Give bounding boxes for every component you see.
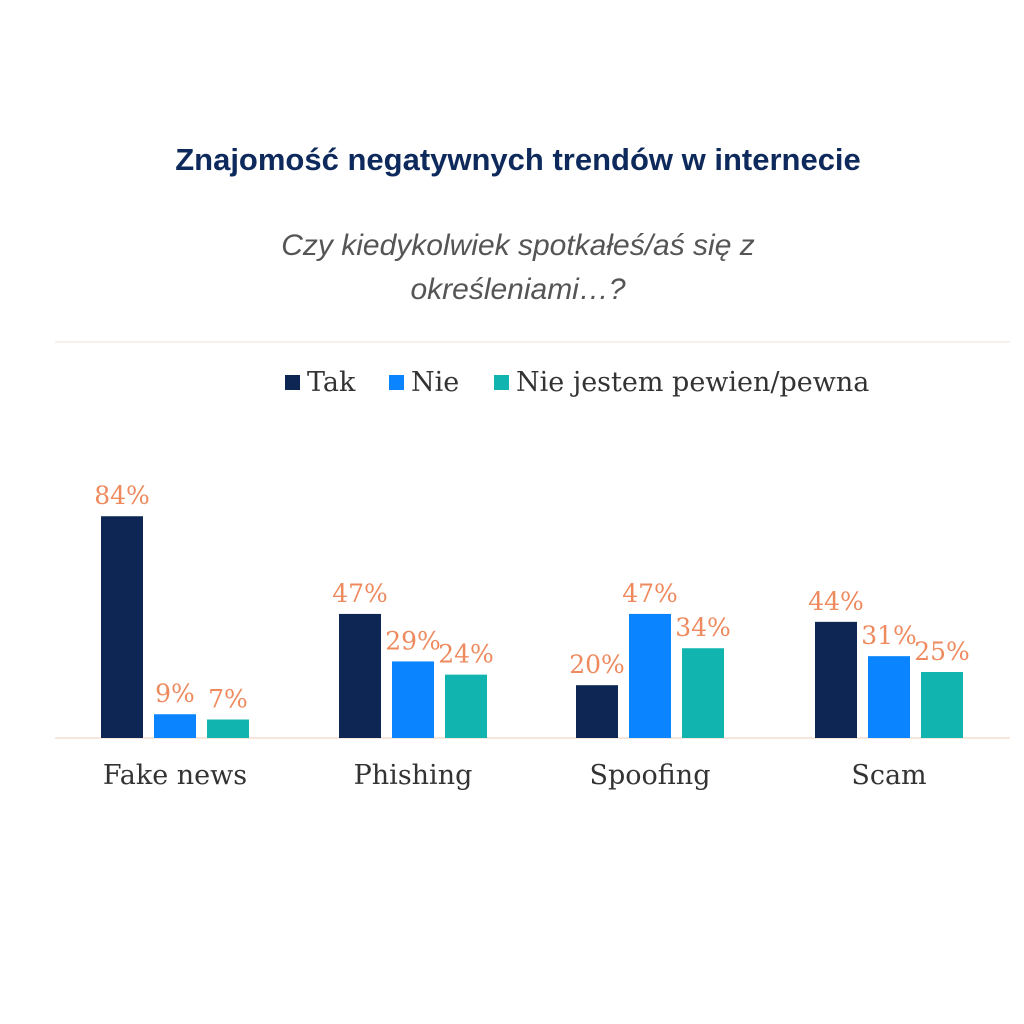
value-label-phishing-nie: 29% xyxy=(385,626,441,655)
bar-fake-news-nie-jestem-pewien-pewna xyxy=(207,719,249,738)
legend-label-nie: Nie xyxy=(411,367,459,398)
value-label-spoofing-nie-jestem-pewien-pewna: 34% xyxy=(675,613,731,642)
bar-phishing-nie xyxy=(392,661,434,738)
bar-fake-news-nie xyxy=(154,714,196,738)
value-label-scam-nie: 31% xyxy=(861,621,917,650)
bar-scam-nie xyxy=(868,656,910,738)
legend-swatch-tak xyxy=(285,375,300,390)
category-label-phishing: Phishing xyxy=(354,760,473,791)
subtitle-line-2: określeniami…? xyxy=(410,273,626,306)
category-labels-group: Fake news Phishing Spoofing Scam xyxy=(103,760,927,791)
value-label-scam-tak: 44% xyxy=(808,587,864,616)
legend-swatch-nie-jestem-pewien-pewna xyxy=(494,375,509,390)
value-label-spoofing-tak: 20% xyxy=(569,650,625,679)
legend-swatch-nie xyxy=(389,375,404,390)
category-label-spoofing: Spoofing xyxy=(590,760,711,791)
value-label-phishing-nie-jestem-pewien-pewna: 24% xyxy=(438,640,494,669)
bar-phishing-tak xyxy=(339,613,381,738)
category-label-fake-news: Fake news xyxy=(103,760,247,791)
bar-phishing-nie-jestem-pewien-pewna xyxy=(445,674,487,738)
bar-spoofing-nie xyxy=(629,613,671,738)
bar-spoofing-nie-jestem-pewien-pewna xyxy=(682,648,724,738)
value-labels-group: 84% 9% 7% 47% 29%24% 20% 47% 34% 44% 31%25% xyxy=(94,481,970,713)
legend-label-tak: Tak xyxy=(307,367,356,398)
bar-scam-tak xyxy=(815,621,857,738)
legend: Tak Nie Nie jestem pewien/pewna xyxy=(285,367,869,398)
bar-spoofing-tak xyxy=(576,685,618,738)
value-label-spoofing-nie: 47% xyxy=(622,579,678,608)
bar-scam-nie-jestem-pewien-pewna xyxy=(921,672,963,738)
chart-subtitle: Czy kiedykolwiek spotkałeś/aś się z okre… xyxy=(0,224,1024,312)
legend-label-nie-jestem-pewien-pewna: Nie jestem pewien/pewna xyxy=(516,367,869,398)
value-label-scam-nie-jestem-pewien-pewna: 25% xyxy=(914,637,970,666)
value-label-fake-news-nie: 9% xyxy=(155,679,195,708)
subtitle-line-1: Czy kiedykolwiek spotkałeś/aś się z xyxy=(281,229,755,262)
chart-title: Znajomość negatywnych trendów w internec… xyxy=(175,142,861,177)
value-label-phishing-tak: 47% xyxy=(332,579,388,608)
bar-fake-news-tak xyxy=(101,516,143,738)
bars-group xyxy=(101,516,963,738)
value-label-fake-news-tak: 84% xyxy=(94,481,150,510)
value-label-fake-news-nie-jestem-pewien-pewna: 7% xyxy=(208,685,248,714)
category-label-scam: Scam xyxy=(851,760,926,791)
